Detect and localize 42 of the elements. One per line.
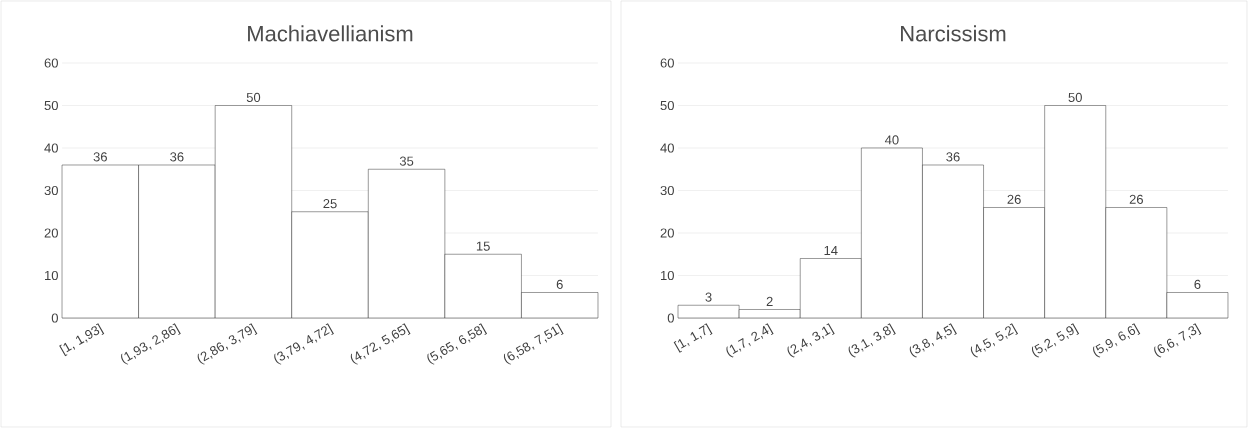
y-tick-label: 40: [44, 143, 58, 153]
x-tick-label: [1, 1,93]: [59, 323, 105, 357]
data-label: 36: [170, 152, 184, 162]
chart-title: Machiavellianism: [248, 25, 413, 42]
y-tick-label: 50: [44, 100, 58, 111]
x-tick-label: (1,7, 2,4]: [726, 323, 774, 358]
data-label: 35: [399, 156, 414, 166]
data-label: 6: [556, 279, 563, 289]
y-tick-label: 30: [660, 185, 674, 196]
y-tick-label: 10: [45, 270, 58, 281]
y-tick-label: 0: [667, 313, 674, 323]
x-tick-label: [1, 1,7]: [673, 323, 713, 353]
y-tick-label: 20: [660, 228, 674, 238]
x-tick-label: (3,1, 3,8]: [848, 323, 896, 358]
y-tick-label: 30: [44, 185, 58, 196]
y-tick-label: 0: [51, 313, 58, 323]
data-label: 15: [476, 241, 490, 251]
data-label: 26: [1007, 194, 1021, 204]
x-tick-label: (2,4, 3,1]: [787, 323, 835, 358]
y-tick-label: 50: [660, 100, 674, 111]
x-tick-label: (4,5, 5,2]: [970, 323, 1019, 358]
data-label: 25: [323, 199, 337, 209]
data-label: 36: [93, 152, 107, 162]
x-tick-label: (3,8, 4,5]: [909, 323, 957, 358]
chart-title: Narcissism: [901, 25, 1006, 42]
data-label: 40: [884, 135, 899, 145]
x-tick-label: (5,2, 5,9]: [1031, 323, 1080, 358]
data-label: 36: [946, 152, 960, 162]
y-tick-label: 60: [44, 58, 58, 68]
data-label: 3: [705, 292, 712, 302]
y-tick-label: 60: [660, 58, 674, 68]
y-tick-label: 20: [44, 228, 58, 238]
y-tick-label: 10: [661, 270, 674, 281]
data-label: 26: [1129, 194, 1143, 204]
data-label: 50: [246, 92, 261, 102]
data-label: 14: [824, 246, 838, 255]
data-label: 2: [766, 296, 773, 306]
x-tick-label: (6,6, 7,3]: [1154, 323, 1202, 358]
y-tick-label: 40: [660, 143, 674, 153]
data-label: 6: [1194, 279, 1201, 289]
x-tick-label: (5,9, 6,6]: [1093, 323, 1141, 358]
data-label: 50: [1068, 92, 1082, 102]
